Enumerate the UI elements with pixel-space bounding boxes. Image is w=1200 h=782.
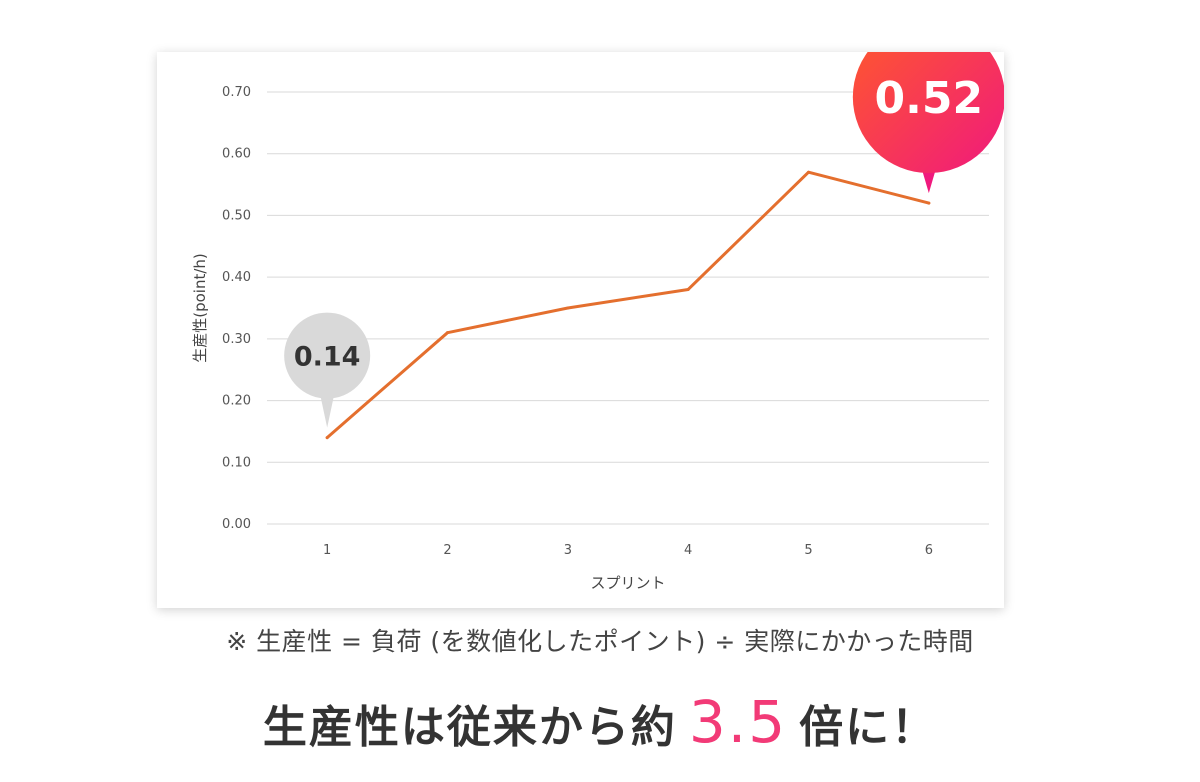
- y-tick-label: 0.00: [222, 517, 251, 532]
- callout-bubble: [284, 312, 371, 399]
- data-point: [686, 287, 690, 291]
- headline-after: 倍に！: [799, 702, 938, 753]
- y-tick-label: 0.10: [222, 455, 251, 470]
- headline-number: 3.5: [688, 688, 788, 756]
- y-tick-label: 0.30: [222, 332, 251, 347]
- callout-bubble: [852, 52, 1004, 174]
- line-chart: 0.00 0.10 0.20 0.30 0.40 0.50 0.60 0.70 1 2 3 4 5 6 スプ…: [191, 52, 1004, 592]
- x-tick-label: 4: [684, 543, 692, 558]
- y-tick-label: 0.20: [222, 394, 251, 409]
- callout-pointer: [921, 169, 936, 194]
- data-point: [566, 306, 570, 310]
- x-tick-label: 1: [323, 543, 331, 558]
- x-axis-label: スプリント: [590, 574, 665, 592]
- x-tick-label: 6: [925, 543, 933, 558]
- data-point: [446, 331, 449, 335]
- x-tick-label: 3: [564, 543, 572, 558]
- y-axis-label: 生産性(point/h): [191, 253, 209, 363]
- series-line: [325, 170, 931, 440]
- callout-label: 0.52: [875, 73, 984, 124]
- data-point: [807, 170, 810, 174]
- chart-card: 0.00 0.10 0.20 0.30 0.40 0.50 0.60 0.70 1 2 3 4 5 6 スプ…: [157, 52, 1004, 608]
- y-tick-label: 0.60: [222, 147, 251, 162]
- data-point: [927, 201, 931, 205]
- footnote: ※ 生産性 = 負荷 (を数値化したポイント) ÷ 実際にかかった時間: [226, 627, 974, 656]
- x-tick-label: 2: [443, 543, 451, 558]
- callout-label: 0.14: [294, 342, 361, 373]
- headline-before: 生産性は従来から約: [262, 702, 677, 753]
- y-tick-label: 0.50: [222, 208, 251, 223]
- x-tick-label: 5: [804, 543, 812, 558]
- data-point: [325, 436, 329, 440]
- callout-pointer: [320, 394, 335, 428]
- y-tick-label: 0.70: [222, 85, 251, 100]
- y-tick-label: 0.40: [222, 270, 251, 285]
- headline: 生産性は従来から約 3.5 倍に！: [0, 688, 1200, 756]
